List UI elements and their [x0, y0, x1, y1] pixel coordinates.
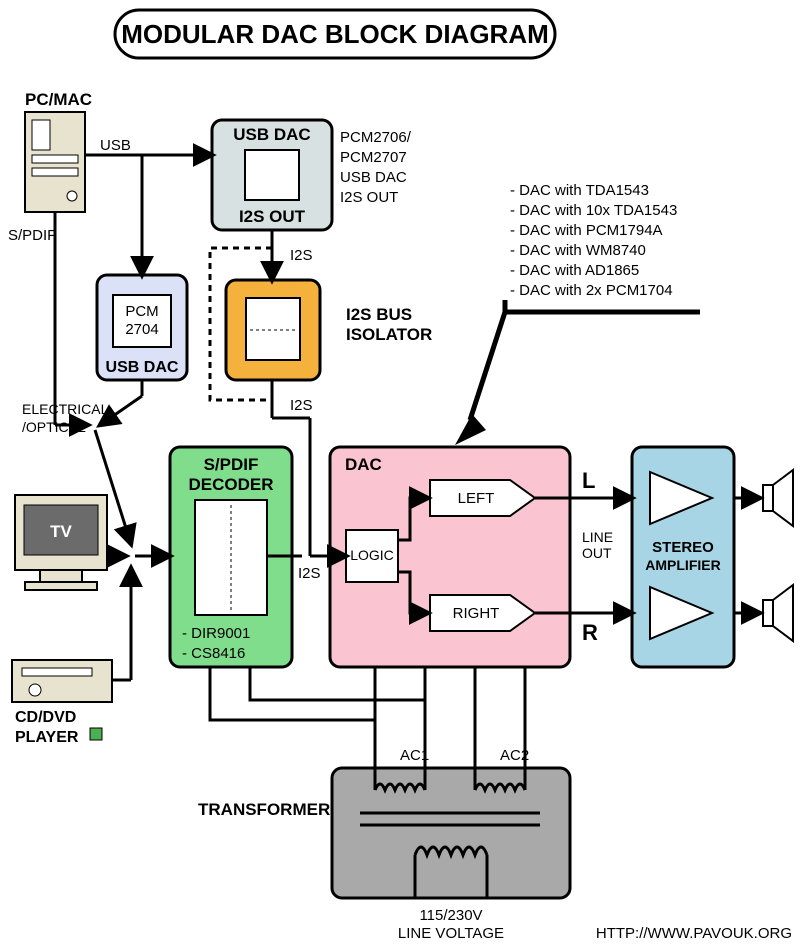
- svg-text:ELECTRICAL: ELECTRICAL: [22, 401, 109, 417]
- svg-text:PCM: PCM: [125, 303, 158, 320]
- svg-text:I2S: I2S: [290, 397, 313, 414]
- svg-text:USB: USB: [100, 137, 131, 154]
- usbdac-note-2: PCM2707: [340, 149, 407, 166]
- svg-text:- DAC with TDA1543: - DAC with TDA1543: [510, 182, 649, 199]
- usbdac-note-3: USB DAC: [340, 169, 407, 186]
- svg-text:2704: 2704: [125, 321, 158, 338]
- svg-text:L: L: [582, 468, 595, 493]
- svg-text:LOGIC: LOGIC: [350, 547, 394, 563]
- pc-icon: PC/MAC: [25, 90, 92, 212]
- svg-text:DAC: DAC: [345, 455, 382, 474]
- amp-block: STEREO AMPLIFIER: [632, 447, 734, 667]
- usbdac-small-block: PCM 2704 USB DAC: [97, 275, 187, 380]
- svg-text:LINE: LINE: [582, 529, 613, 545]
- svg-text:/OPTICAL: /OPTICAL: [22, 419, 86, 435]
- cd-label-2: PLAYER: [15, 729, 79, 746]
- usbdac-note-1: PCM2706/: [340, 129, 412, 146]
- i2s-iso-label-2: ISOLATOR: [346, 325, 432, 344]
- svg-text:- DAC with 2x PCM1704: - DAC with 2x PCM1704: [510, 282, 673, 299]
- svg-text:AMPLIFIER: AMPLIFIER: [645, 557, 720, 573]
- svg-text:- DAC with PCM1794A: - DAC with PCM1794A: [510, 222, 663, 239]
- svg-text:DECODER: DECODER: [188, 475, 273, 494]
- speaker-right: [763, 585, 793, 641]
- svg-text:- CS8416: - CS8416: [182, 645, 245, 662]
- daclist-arrowhead: [455, 414, 486, 445]
- svg-text:S/PDIF: S/PDIF: [204, 455, 259, 474]
- svg-text:OUT: OUT: [582, 545, 612, 561]
- cd-icon: CD/DVD PLAYER: [12, 660, 112, 746]
- transformer-block: [332, 768, 570, 898]
- svg-text:I2S OUT: I2S OUT: [239, 207, 306, 226]
- svg-text:USB DAC: USB DAC: [106, 359, 179, 376]
- dac-block: DAC LOGIC LEFT RIGHT: [330, 447, 570, 667]
- svg-text:- DIR9001: - DIR9001: [182, 625, 250, 642]
- i2s-isolator-block: [226, 280, 320, 380]
- usbdac-top-block: USB DAC I2S OUT: [212, 120, 332, 230]
- svg-text:115/230V: 115/230V: [419, 907, 482, 924]
- svg-text:- DAC with AD1865: - DAC with AD1865: [510, 262, 639, 279]
- speaker-left: [763, 470, 793, 526]
- svg-text:LEFT: LEFT: [458, 490, 495, 507]
- url-text: HTTP://WWW.PAVOUK.ORG: [596, 925, 792, 942]
- svg-text:USB DAC: USB DAC: [233, 125, 310, 144]
- tv-label: TV: [50, 522, 72, 541]
- svg-text:S/PDIF: S/PDIF: [8, 227, 56, 244]
- svg-text:STEREO: STEREO: [652, 539, 714, 556]
- title-text: MODULAR DAC BLOCK DIAGRAM: [121, 19, 549, 49]
- transformer-label: TRANSFORMER: [198, 800, 330, 819]
- tv-icon: TV: [15, 495, 107, 590]
- svg-text:R: R: [582, 620, 598, 645]
- svg-text:- DAC with WM8740: - DAC with WM8740: [510, 242, 646, 259]
- svg-text:LINE VOLTAGE: LINE VOLTAGE: [398, 925, 504, 942]
- i2s-iso-label-1: I2S BUS: [346, 305, 412, 324]
- svg-text:I2S: I2S: [298, 565, 321, 582]
- pc-label: PC/MAC: [25, 90, 92, 109]
- block-diagram: MODULAR DAC BLOCK DIAGRAM PC/MAC TV CD/D…: [0, 0, 800, 948]
- svg-text:I2S: I2S: [290, 247, 313, 264]
- svg-text:- DAC with 10x TDA1543: - DAC with 10x TDA1543: [510, 202, 677, 219]
- svg-text:RIGHT: RIGHT: [453, 605, 500, 622]
- cd-label-1: CD/DVD: [15, 709, 76, 726]
- dac-list: - DAC with TDA1543 - DAC with 10x TDA154…: [510, 182, 677, 299]
- usbdac-note-4: I2S OUT: [340, 189, 398, 206]
